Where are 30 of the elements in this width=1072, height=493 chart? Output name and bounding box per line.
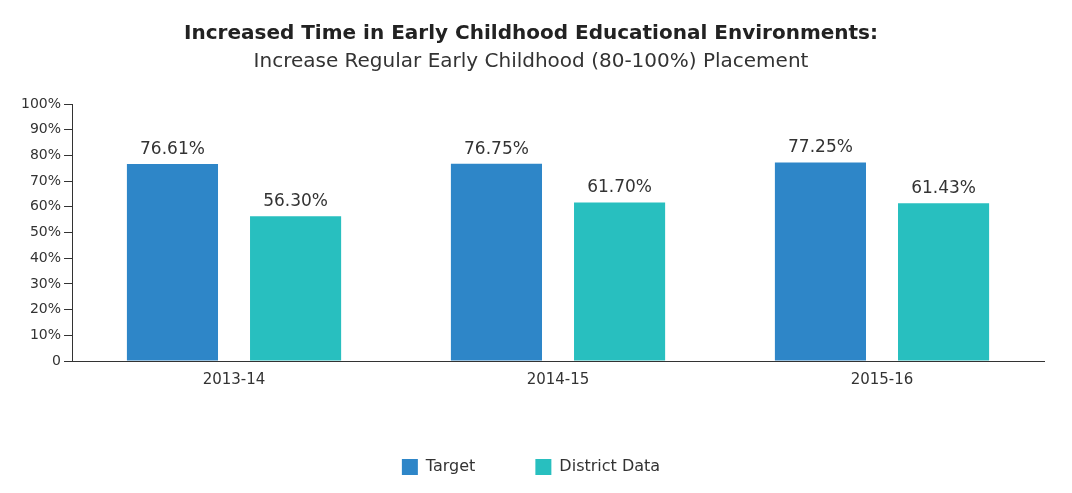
bar [774,162,866,361]
data-label: 56.30% [263,190,328,211]
y-tick-label: 50% [29,223,62,240]
bar [250,216,342,361]
y-tick-label: 30% [29,274,62,291]
data-label: 61.43% [911,177,976,198]
chart-title: Increased Time in Early Childhood Educational Environments: [184,20,878,45]
data-label: 76.61% [140,138,205,159]
y-tick-label: 90% [29,120,62,137]
x-tick-label: 2013-14 [202,369,266,388]
y-tick-label: 10% [29,325,62,342]
bar [450,163,543,361]
legend-label: District Data [559,456,661,476]
y-tick-label: 20% [29,300,62,317]
legend-label: Target [424,456,476,476]
x-tick-label: 2014-15 [526,369,590,388]
y-tick-label: 0 [52,351,62,368]
y-tick-label: 100% [20,94,62,111]
x-tick-label: 2015-16 [850,369,914,388]
chart-subtitle: Increase Regular Early Childhood (80-100%) Placement [253,48,809,73]
data-label: 77.25% [788,136,853,157]
bar [898,203,990,361]
y-tick-label: 60% [29,197,62,214]
y-tick-label: 80% [29,146,62,163]
bar [126,164,219,361]
bar [574,202,666,361]
y-tick-label: 40% [29,248,62,265]
data-label: 61.70% [587,176,652,197]
y-tick-label: 70% [29,171,62,188]
data-label: 76.75% [464,137,529,158]
